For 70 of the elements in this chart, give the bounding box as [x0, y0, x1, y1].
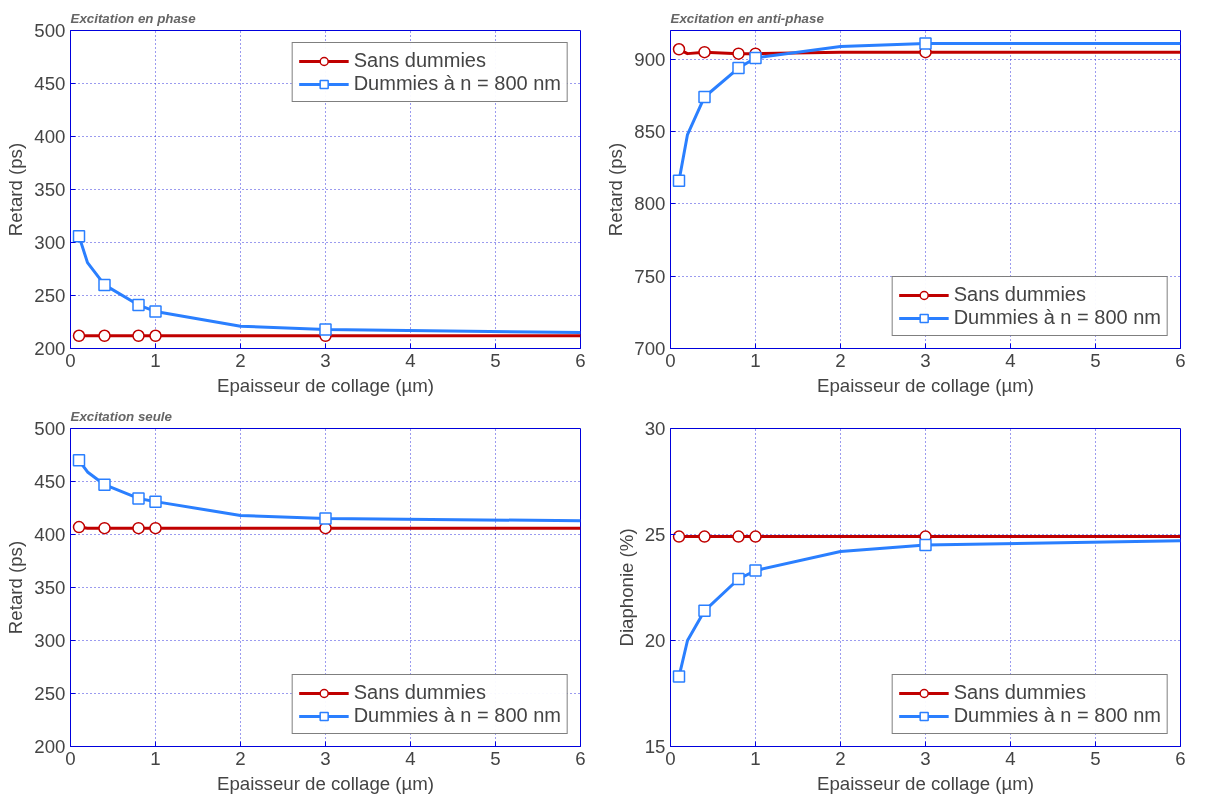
y-tick-label: 850 [634, 121, 666, 143]
y-tick-label: 300 [34, 630, 66, 651]
legend-label: Sans dummies [353, 49, 486, 72]
legend-label: Sans dummies [953, 283, 1086, 306]
x-tick-label: 0 [65, 349, 76, 371]
legend-label: Sans dummies [353, 681, 486, 704]
x-tick-label: 2 [835, 349, 846, 371]
y-tick-label: 200 [34, 338, 66, 359]
x-tick-label: 2 [235, 349, 246, 371]
y-tick-label: 450 [34, 471, 66, 492]
x-tick-label: 2 [835, 747, 846, 769]
legend-label: Dummies à n = 800 nm [953, 704, 1161, 727]
x-tick-label: 1 [150, 747, 161, 769]
x-tick-label: 3 [920, 349, 931, 371]
y-tick-label: 350 [34, 179, 66, 200]
x-tick-label: 1 [750, 349, 761, 371]
x-tick-label: 5 [1090, 747, 1101, 769]
chart-title: Excitation en phase [70, 10, 197, 26]
y-tick-label: 400 [34, 524, 66, 545]
x-tick-label: 6 [1175, 349, 1186, 371]
x-tick-label: 6 [575, 747, 586, 769]
y-tick-label: 250 [34, 285, 66, 306]
y-tick-label: 500 [34, 418, 66, 439]
x-tick-label: 3 [320, 349, 331, 371]
x-tick-label: 4 [1005, 349, 1016, 371]
y-tick-label: 400 [34, 126, 66, 147]
y-tick-label: 450 [34, 73, 66, 94]
y-tick-label: 300 [34, 232, 66, 253]
y-axis-title: Retard (ps) [5, 142, 27, 237]
legend-label: Sans dummies [953, 681, 1086, 704]
x-tick-label: 5 [1090, 349, 1101, 371]
x-tick-label: 4 [1005, 747, 1016, 769]
y-tick-label: 800 [634, 193, 666, 215]
x-tick-label: 4 [405, 349, 416, 371]
y-tick-label: 700 [634, 338, 666, 359]
legend-label: Dummies à n = 800 nm [953, 306, 1161, 329]
x-tick-label: 0 [665, 349, 676, 371]
x-tick-label: 1 [150, 349, 161, 371]
legend-label: Dummies à n = 800 nm [353, 72, 561, 95]
x-axis-title: Epaisseur de collage (µm) [816, 374, 1035, 396]
x-tick-label: 6 [575, 349, 586, 371]
y-tick-label: 30 [644, 418, 666, 439]
y-tick-label: 25 [644, 524, 666, 545]
x-tick-label: 5 [490, 747, 501, 769]
y-tick-label: 500 [34, 20, 66, 41]
y-tick-label: 250 [34, 683, 66, 704]
x-tick-label: 4 [405, 747, 416, 769]
legend-label: Dummies à n = 800 nm [353, 704, 561, 727]
y-tick-label: 20 [644, 630, 666, 651]
x-tick-label: 1 [750, 747, 761, 769]
x-axis-title: Epaisseur de collage (µm) [216, 772, 435, 794]
x-tick-label: 6 [1175, 747, 1186, 769]
y-axis-title: Retard (ps) [605, 142, 627, 237]
x-tick-label: 2 [235, 747, 246, 769]
y-axis-title: Retard (ps) [5, 540, 27, 635]
y-tick-label: 15 [644, 736, 666, 757]
chart-title: Excitation seule [70, 408, 173, 424]
x-tick-label: 0 [665, 747, 676, 769]
x-axis-title: Epaisseur de collage (µm) [216, 374, 435, 396]
y-tick-label: 900 [634, 48, 666, 70]
x-tick-label: 3 [320, 747, 331, 769]
x-tick-label: 3 [920, 747, 931, 769]
y-tick-label: 350 [34, 577, 66, 598]
x-tick-label: 5 [490, 349, 501, 371]
x-tick-label: 0 [65, 747, 76, 769]
y-tick-label: 750 [634, 265, 666, 287]
y-axis-title: Diaphonie (%) [615, 528, 637, 647]
chart-title: Excitation en anti-phase [670, 10, 825, 26]
y-tick-label: 200 [34, 736, 66, 757]
x-axis-title: Epaisseur de collage (µm) [816, 772, 1035, 794]
